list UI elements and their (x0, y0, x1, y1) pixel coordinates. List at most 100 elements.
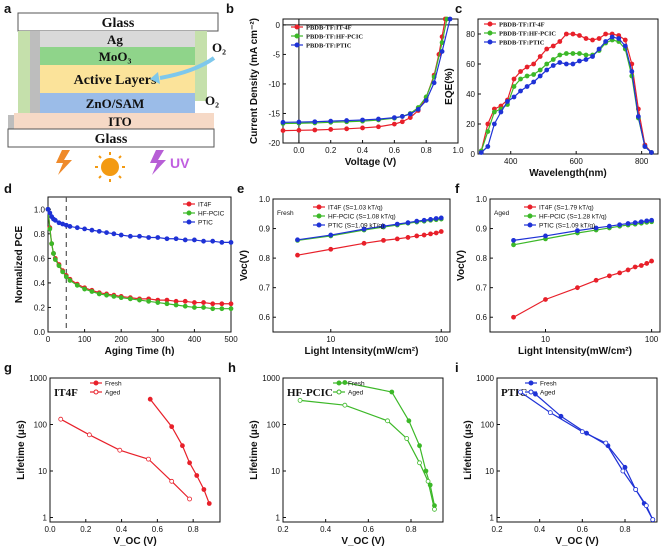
data-point (439, 49, 445, 54)
y-tick-label: 20 (466, 120, 475, 129)
sun-icon (95, 152, 125, 182)
x-tick-label: 300 (151, 335, 165, 344)
data-point (111, 231, 117, 237)
series-line (47, 209, 231, 310)
legend-marker (336, 380, 342, 386)
moo3-layer (40, 47, 195, 65)
x-axis-label: V_OC (V) (555, 536, 598, 547)
data-point (428, 231, 433, 237)
data-point (603, 440, 609, 446)
x-tick-label: 600 (570, 157, 584, 166)
x-tick-label: 10 (326, 335, 335, 344)
legend-label: Aged (348, 390, 364, 397)
x-tick-label: 0 (46, 335, 51, 344)
data-point (650, 517, 656, 523)
data-point (423, 98, 429, 103)
series-line (297, 230, 442, 256)
chart-f: 10 100 0.6 0.7 0.8 0.9 1.0 Light Intensity(mW/c… (456, 195, 661, 357)
data-point (518, 389, 523, 395)
data-point (146, 456, 151, 462)
ag-layer (30, 31, 195, 47)
data-point (425, 478, 431, 484)
data-point (511, 84, 517, 89)
data-point (118, 295, 124, 301)
data-point (485, 129, 491, 134)
data-point (96, 228, 102, 234)
legend-marker (528, 380, 534, 386)
legend: PBDB-TF:IT-4F PBDB-TF:HF-PCIC PBDB-TF:PTIC (484, 21, 556, 47)
y-axis-label: Voc(V) (456, 250, 467, 281)
data-point (187, 496, 192, 502)
data-point (485, 121, 491, 127)
x-tick-label: 0.6 (363, 525, 375, 534)
data-point (505, 99, 510, 104)
data-point (498, 109, 504, 115)
data-point (417, 443, 422, 449)
x-tick-label: 800 (635, 157, 649, 166)
legend-marker (316, 222, 322, 228)
data-point (649, 258, 654, 264)
data-point (219, 306, 225, 312)
panel-label-i: i (455, 360, 459, 375)
data-point (547, 410, 553, 416)
data-point (194, 473, 200, 478)
data-point (563, 51, 569, 56)
y-tick-label: 1000 (262, 374, 280, 383)
data-point (531, 72, 537, 77)
y-tick-label: 0.8 (476, 254, 488, 263)
panel-label-b: b (226, 1, 234, 16)
x-tick-label: 0.6 (389, 146, 401, 155)
panel-label-a: a (4, 1, 12, 16)
data-point (524, 73, 530, 79)
x-tick-label: 500 (224, 335, 238, 344)
x-axis-label: V_OC (V) (113, 536, 156, 547)
data-point (577, 58, 582, 64)
y-tick-label: 10 (485, 467, 494, 476)
data-point (201, 487, 207, 492)
x-tick-label: 0.8 (421, 146, 433, 155)
data-point (593, 225, 599, 231)
data-point (414, 233, 420, 239)
legend-marker (294, 42, 300, 48)
data-point (210, 238, 216, 244)
data-point (96, 291, 102, 297)
data-point (550, 63, 556, 68)
x-axis-label: V_OC (V) (341, 536, 384, 547)
data-point (537, 73, 543, 79)
data-point (524, 64, 530, 70)
y-tick-label: 40 (466, 90, 475, 99)
legend-label: PBDB-TF:IT-4F (306, 25, 352, 32)
data-point (606, 223, 612, 229)
data-point (433, 230, 439, 236)
data-point (82, 226, 87, 232)
data-point (74, 225, 80, 231)
data-point (603, 31, 609, 37)
data-point (360, 117, 365, 123)
legend-marker (93, 380, 99, 386)
data-point (511, 94, 517, 100)
legend-label: Fresh (540, 381, 557, 388)
data-point (173, 236, 179, 242)
zno-sam-label: ZnO/SAM (86, 96, 145, 111)
legend-label: HF-PCIC (198, 211, 225, 218)
chart-i: 0.2 0.4 0.6 0.8 1 10 100 1000 V_OC (V) Lifetime (… (463, 374, 658, 547)
data-point (570, 51, 576, 56)
ito-contact (8, 115, 14, 131)
ag-label: Ag (107, 32, 123, 47)
x-tick-label: 0.0 (293, 146, 305, 155)
legend: IT4F (S=1.79 kT/q) HF-PCIC (S=1.28 kT/q) P… (524, 204, 607, 230)
data-point (117, 447, 123, 453)
data-point (557, 39, 563, 44)
data-point (191, 237, 197, 243)
x-tick-label: 0.2 (277, 525, 289, 534)
chart-c: 400 600 800 0 20 40 60 80 Wavelength(nm) EQE(%) PB… (444, 18, 659, 179)
data-point (579, 429, 585, 435)
x-tick-label: 200 (115, 335, 129, 344)
data-point (49, 241, 55, 247)
data-point (210, 301, 216, 307)
data-point (295, 237, 300, 243)
data-point (389, 389, 395, 395)
y-tick-label: 0.6 (259, 313, 271, 322)
data-point (550, 57, 556, 62)
series-line (480, 39, 652, 153)
